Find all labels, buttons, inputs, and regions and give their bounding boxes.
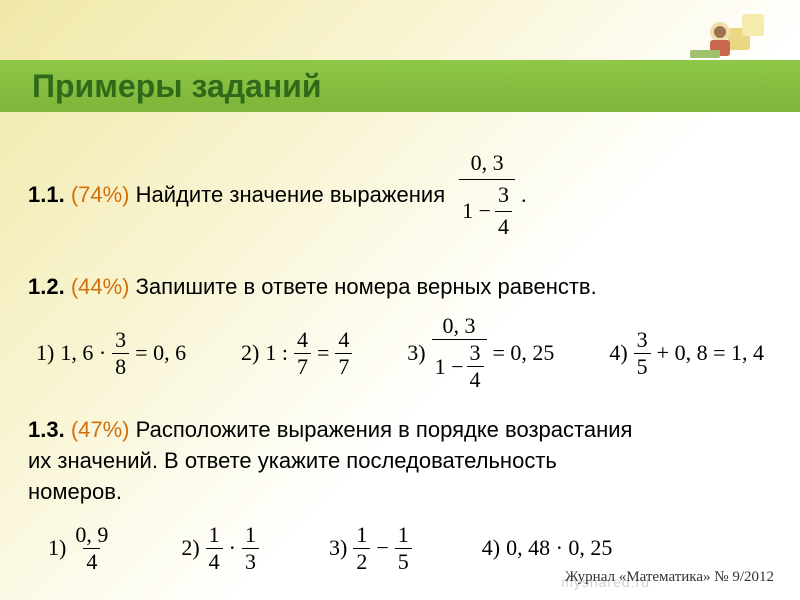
- task-1-3-pct: (47%): [71, 417, 130, 442]
- eq3-in-d: 4: [467, 366, 484, 393]
- e1-idx: 1): [48, 535, 66, 561]
- e2: 2) 14 · 13: [181, 522, 259, 575]
- e3-fn1: 1: [353, 522, 370, 548]
- eq4-fn: 3: [634, 327, 651, 353]
- e3-op: −: [376, 535, 388, 561]
- e2-idx: 2): [181, 535, 199, 561]
- eq1-r: = 0, 6: [135, 340, 186, 366]
- eq3-r: = 0, 25: [493, 340, 555, 366]
- task-1-2-equations: 1) 1, 6 · 38 = 0, 6 2) 1 : 47 = 47 3) 0,…: [28, 313, 772, 393]
- eq1-fn: 3: [112, 327, 129, 353]
- e3-fd1: 2: [353, 548, 370, 575]
- e4-t: 0, 48 · 0, 25: [506, 535, 612, 561]
- eq4: 4) 35 + 0, 8 = 1, 4: [609, 327, 764, 380]
- e2-fn1: 1: [206, 522, 223, 548]
- task-1-3-text2: их значений. В ответе укажите последоват…: [28, 448, 557, 473]
- e2-op: ·: [229, 535, 236, 561]
- eq2: 2) 1 : 47 = 47: [241, 327, 352, 380]
- task-1-1: 1.1. (74%) Найдите значение выражения 0,…: [28, 148, 772, 242]
- eq4-fd: 5: [634, 353, 651, 380]
- task-1-3-text1: Расположите выражения в порядке возраста…: [136, 417, 633, 442]
- eq1: 1) 1, 6 · 38 = 0, 6: [36, 327, 186, 380]
- e2-fd1: 4: [206, 548, 223, 575]
- eq3-den-left: 1 −: [435, 354, 464, 380]
- t11-numerator: 0, 3: [468, 148, 507, 179]
- t11-dot: .: [521, 180, 527, 211]
- eq1-idx: 1): [36, 340, 54, 366]
- e1-fd: 4: [83, 548, 100, 575]
- e4-idx: 4): [482, 535, 500, 561]
- task-1-3: 1.3. (47%) Расположите выражения в поряд…: [28, 415, 772, 507]
- title-bar: Примеры заданий: [0, 60, 800, 112]
- t11-inner-num: 3: [495, 180, 512, 211]
- task-1-2-text: Запишите в ответе номера верных равенств…: [136, 274, 597, 299]
- task-1-1-pct: (74%): [71, 182, 130, 207]
- t11-inner-den: 4: [495, 211, 512, 243]
- task-1-3-num: 1.3.: [28, 417, 65, 442]
- puzzle-deco-icon: [680, 8, 780, 68]
- task-1-1-text: Найдите значение выражения: [136, 182, 445, 207]
- eq2-fd2: 7: [335, 353, 352, 380]
- eq3-num: 0, 3: [440, 313, 479, 339]
- content-area: 1.1. (74%) Найдите значение выражения 0,…: [28, 130, 772, 575]
- e2-fn2: 1: [242, 522, 259, 548]
- task-1-2-pct: (44%): [71, 274, 130, 299]
- e3-fn2: 1: [395, 522, 412, 548]
- eq1-fd: 8: [112, 353, 129, 380]
- eq2-fn2: 4: [335, 327, 352, 353]
- e3-fd2: 5: [395, 548, 412, 575]
- footer-citation: Журнал «Математика» № 9/2012: [565, 569, 774, 586]
- eq3-in-n: 3: [467, 340, 484, 366]
- eq4-idx: 4): [609, 340, 627, 366]
- eq2-a: 1 :: [265, 340, 288, 366]
- eq2-mid: =: [317, 340, 329, 366]
- task-1-3-expressions: 1) 0, 94 2) 14 · 13 3) 12 − 15 4) 0, 48 …: [28, 522, 772, 575]
- task-1-2-num: 1.2.: [28, 274, 65, 299]
- page-title: Примеры заданий: [32, 68, 322, 105]
- t11-den-left: 1 −: [462, 196, 491, 227]
- eq3-idx: 3): [407, 340, 425, 366]
- eq3: 3) 0, 3 1 − 34 = 0, 25: [407, 313, 554, 393]
- e4: 4) 0, 48 · 0, 25: [482, 535, 613, 561]
- e3: 3) 12 − 15: [329, 522, 412, 575]
- eq1-a: 1, 6 ·: [60, 340, 106, 366]
- e3-idx: 3): [329, 535, 347, 561]
- eq4-r: + 0, 8 = 1, 4: [657, 340, 764, 366]
- e2-fd2: 3: [242, 548, 259, 575]
- task-1-1-num: 1.1.: [28, 182, 65, 207]
- eq2-fd: 7: [294, 353, 311, 380]
- task-1-3-text3: номеров.: [28, 479, 122, 504]
- task-1-2: 1.2. (44%) Запишите в ответе номера верн…: [28, 272, 772, 303]
- e1-fn: 0, 9: [72, 522, 111, 548]
- e1: 1) 0, 94: [48, 522, 111, 575]
- task-1-1-expr: 0, 3 1 − 3 4 .: [459, 148, 526, 242]
- corner-decor: [680, 8, 780, 68]
- eq2-idx: 2): [241, 340, 259, 366]
- eq2-fn: 4: [294, 327, 311, 353]
